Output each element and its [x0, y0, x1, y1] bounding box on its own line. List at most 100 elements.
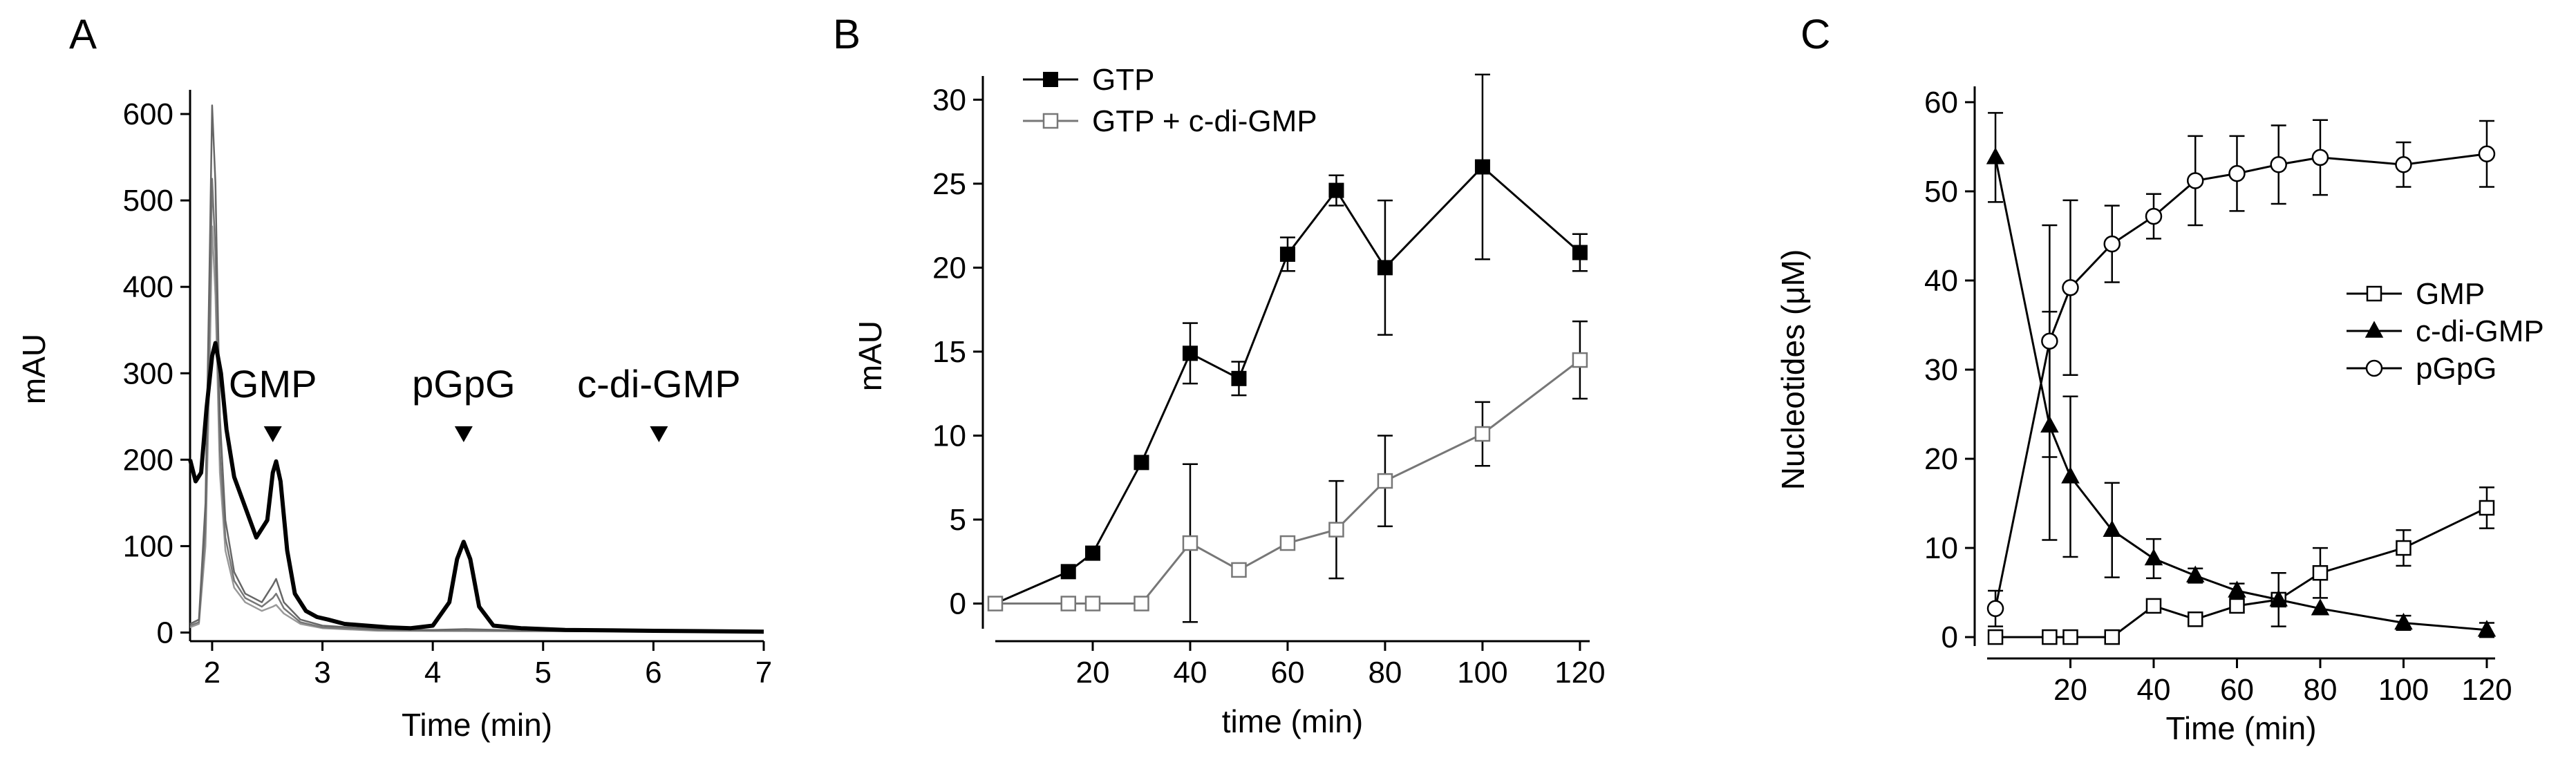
x-tick-label-a: 6 [645, 656, 661, 690]
data-point-gmp [2229, 598, 2245, 614]
data-point-c-di-gmp [2311, 598, 2330, 616]
data-point-pgpg [1986, 600, 2004, 618]
data-point-pgpg [2145, 207, 2163, 225]
legend-item-pgpg: pGpG [2347, 352, 2497, 386]
y-tick-label-c: 60 [1924, 86, 1958, 120]
data-point-gtp-c-di-gmp [987, 596, 1004, 611]
y-tick-label-a: 600 [123, 97, 173, 131]
panel-letter-a: A [69, 11, 97, 57]
x-axis-title-a: Time (min) [402, 707, 552, 743]
data-point-gtp-c-di-gmp [1182, 535, 1198, 551]
y-tick-label-b: 15 [932, 335, 966, 369]
y-tick-label-a: 300 [123, 357, 173, 390]
data-point-c-di-gmp [2477, 620, 2497, 637]
legend-label-gmp: GMP [2416, 277, 2485, 311]
data-point-pgpg [2041, 332, 2058, 350]
x-axis-title-c: Time (min) [2165, 710, 2316, 746]
data-point-gtp-c-di-gmp [1377, 473, 1393, 489]
data-point-c-di-gmp [2185, 565, 2205, 582]
data-point-gtp [1279, 246, 1295, 262]
y-tick-label-b: 25 [932, 167, 966, 201]
x-tick-label-b: 80 [1368, 656, 1402, 690]
x-tick-label-a: 3 [314, 656, 330, 690]
data-point-gtp [1572, 245, 1588, 260]
legend-label-gtp: GTP [1092, 63, 1154, 97]
peak-marker-pgpg-icon [454, 426, 473, 442]
y-tick-label-c: 20 [1924, 442, 1958, 476]
data-point-c-di-gmp [2269, 589, 2288, 607]
y-tick-label-c: 10 [1924, 531, 1958, 565]
y-axis-title-b: mAU [852, 321, 888, 391]
data-point-gmp [2104, 629, 2120, 645]
legend-item-c-di-gmp: c-di-GMP [2347, 314, 2544, 348]
y-tick-label-a: 400 [123, 270, 173, 304]
peak-label-c-di-gmp: c-di-GMP [577, 362, 740, 406]
peak-label-gmp: GMP [229, 362, 317, 406]
data-point-c-di-gmp [2228, 580, 2246, 598]
data-point-gtp-c-di-gmp [1231, 562, 1247, 578]
y-tick-label-b: 5 [950, 503, 966, 537]
data-point-gmp [2062, 629, 2078, 645]
legend-label-gtp-c-di-gmp: GTP + c-di-GMP [1092, 104, 1317, 138]
data-point-gmp [2312, 564, 2329, 581]
data-point-gmp [1987, 629, 2004, 645]
peak-marker-c-di-gmp-icon [650, 426, 668, 442]
data-point-gtp-c-di-gmp [1328, 522, 1344, 538]
legend-marker-pgpg [2365, 359, 2383, 377]
data-point-gmp [2396, 540, 2412, 556]
x-tick-label-b: 120 [1554, 656, 1605, 690]
data-point-gtp-c-di-gmp [1572, 352, 1588, 368]
y-tick-label-a: 200 [123, 443, 173, 477]
data-point-pgpg [2103, 235, 2121, 253]
x-tick-label-c: 120 [2461, 673, 2512, 707]
y-axis-title-c: Nucleotides (μM) [1775, 249, 1811, 491]
y-tick-label-a: 0 [157, 616, 173, 649]
data-point-gtp-c-di-gmp [1084, 596, 1101, 611]
x-tick-label-b: 100 [1457, 656, 1507, 690]
y-tick-label-a: 500 [123, 184, 173, 218]
y-tick-label-a: 100 [123, 529, 173, 563]
data-point-pgpg [2311, 149, 2329, 167]
data-point-gmp [2479, 500, 2495, 516]
x-tick-label-b: 40 [1173, 656, 1207, 690]
legend-label-c-di-gmp: c-di-GMP [2416, 314, 2544, 348]
series-line-gtp-c-di-gmp [995, 359, 1581, 605]
chromatogram-trace-trace-bold [188, 341, 764, 634]
y-tick-label-b: 20 [932, 251, 966, 285]
chromatogram-trace-trace-grey-1 [189, 104, 764, 633]
series-line-c-di-gmp [1994, 157, 2488, 632]
data-point-gtp-c-di-gmp [1474, 426, 1491, 442]
x-tick-label-c: 100 [2378, 673, 2429, 707]
x-tick-label-c: 40 [2137, 673, 2171, 707]
y-tick-label-b: 30 [932, 83, 966, 117]
data-point-gmp [2187, 611, 2203, 627]
x-axis-title-b: time (min) [1222, 703, 1363, 739]
y-tick-label-c: 40 [1924, 264, 1958, 298]
y-axis-title-a: mAU [16, 334, 52, 404]
data-point-gtp [1231, 370, 1247, 386]
legend-marker-c-di-gmp [2365, 321, 2384, 338]
data-point-gtp [1182, 345, 1198, 361]
series-gtp-c-di-gmp [987, 320, 1588, 623]
legend-label-pgpg: pGpG [2416, 352, 2497, 386]
data-point-pgpg [2228, 164, 2246, 182]
data-point-c-di-gmp [2394, 612, 2413, 630]
legend-marker-gtp [1043, 72, 1058, 87]
legend-item-gtp: GTP [1023, 63, 1154, 97]
data-point-gtp [1084, 545, 1100, 561]
data-point-gtp [1134, 455, 1149, 471]
data-point-gtp-c-di-gmp [1134, 596, 1149, 611]
data-point-pgpg [2186, 172, 2204, 189]
y-tick-label-b: 10 [932, 419, 966, 453]
y-tick-label-b: 0 [950, 587, 966, 621]
x-tick-label-a: 4 [424, 656, 441, 690]
x-tick-label-a: 5 [535, 656, 552, 690]
data-point-gtp [1474, 159, 1490, 175]
y-tick-label-c: 30 [1924, 353, 1958, 387]
legend-item-gtp-c-di-gmp: GTP + c-di-GMP [1023, 104, 1317, 138]
series-pgpg [1986, 119, 2496, 627]
legend-marker-gmp [2366, 285, 2382, 302]
chart-panel-a: 0 100 200 300 400 500 600 2 3 4 5 6 7 Time (min) mAU GM… [16, 90, 772, 743]
series-line-gmp [1995, 506, 2488, 638]
data-point-pgpg [2270, 155, 2287, 173]
